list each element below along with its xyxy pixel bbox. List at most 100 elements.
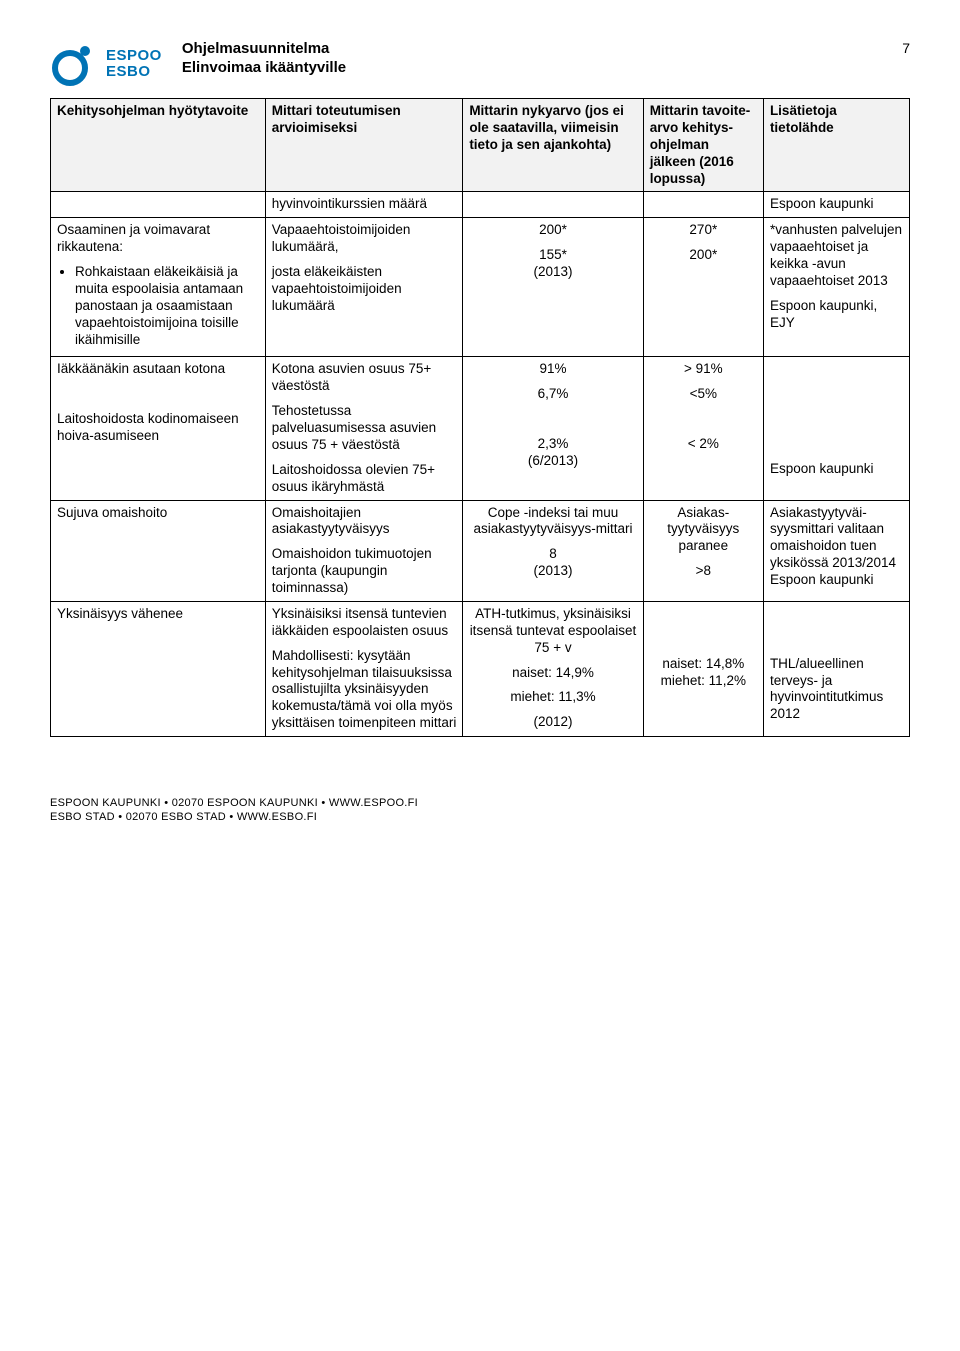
cell-text	[469, 411, 636, 428]
page-number: 7	[880, 40, 910, 56]
cell-text: 200*	[469, 222, 636, 239]
cell-text: 200*	[650, 247, 757, 264]
table-cell	[51, 192, 266, 218]
column-header: Kehitysohjelman hyötytavoite	[51, 99, 266, 192]
column-header: Mittarin tavoite-arvo kehitys-ohjelman j…	[643, 99, 763, 192]
cell-text: Yksinäisiksi itsensä tuntevien iäkkäiden…	[272, 606, 457, 640]
table-cell: Osaaminen ja voimavarat rikkautena: Rohka…	[51, 218, 266, 357]
cell-text	[650, 606, 757, 623]
cell-text: Iäkkäänäkin asutaan kotona	[57, 361, 259, 378]
page: ESPOO ESBO Ohjelmasuunnitelma Elinvoimaa…	[0, 0, 960, 845]
table-cell: THL/alueellinen terveys- ja hyvinvointit…	[763, 601, 909, 736]
cell-text: Vapaaehtoistoimijoiden lukumäärä,	[272, 222, 457, 256]
cell-text: josta eläkeikäisten vapaehtoistoimijoide…	[272, 264, 457, 315]
cell-text: 6,7%	[469, 386, 636, 403]
cell-text: 155* (2013)	[469, 247, 636, 281]
cell-text: <5%	[650, 386, 757, 403]
logo-text: ESPOO ESBO	[106, 48, 162, 80]
cell-text: > 91%	[650, 361, 757, 378]
cell-text: Tehostetussa palveluasumisessa asuvien o…	[272, 403, 457, 454]
table-cell: Iäkkäänäkin asutaan kotona Laitoshoidost…	[51, 357, 266, 500]
cell-text	[650, 631, 757, 648]
cell-text: ATH-tutkimus, yksinäisiksi itsensä tunte…	[469, 606, 636, 657]
cell-text: Laitoshoidosta kodinomaiseen hoiva-asumi…	[57, 411, 259, 445]
cell-text: Espoon kaupunki	[770, 196, 903, 213]
cell-text: Kotona asuvien osuus 75+ väestöstä	[272, 361, 457, 395]
logo-line1: ESPOO	[106, 48, 162, 64]
table-cell: Asiakas-tyytyväisyys paranee >8	[643, 500, 763, 601]
cell-text: Laitoshoidossa olevien 75+ osuus ikäryhm…	[272, 462, 457, 496]
cell-text: Espoon kaupunki, EJY	[770, 298, 903, 332]
page-header: ESPOO ESBO Ohjelmasuunnitelma Elinvoimaa…	[50, 40, 910, 88]
table-cell: 270* 200*	[643, 218, 763, 357]
table-row: Osaaminen ja voimavarat rikkautena: Rohka…	[51, 218, 910, 357]
cell-text: Sujuva omaishoito	[57, 505, 259, 522]
cell-text: Asiakastyytyväi-syysmittari valitaan oma…	[770, 505, 903, 589]
cell-text: *vanhusten palvelujen vapaaehtoiset ja k…	[770, 222, 903, 290]
table-cell	[463, 192, 643, 218]
cell-text: < 2%	[650, 436, 757, 453]
bullet-list: Rohkaistaan eläkeikäisiä ja muita espool…	[57, 264, 259, 348]
table-cell: Cope -indeksi tai muu asiakastyytyväisyy…	[463, 500, 643, 601]
doc-title: Ohjelmasuunnitelma Elinvoimaa ikääntyvil…	[182, 40, 880, 78]
cell-text	[650, 411, 757, 428]
table-cell: Yksinäisyys vähenee	[51, 601, 266, 736]
table-cell: > 91% <5% < 2%	[643, 357, 763, 500]
logo: ESPOO ESBO	[50, 40, 162, 88]
cell-text: (2012)	[469, 714, 636, 731]
cell-text	[770, 386, 903, 403]
cell-text: 270*	[650, 222, 757, 239]
cell-text: naiset: 14,8% miehet: 11,2%	[650, 656, 757, 690]
cell-text: Omaishoitajien asiakastyytyväisyys	[272, 505, 457, 539]
table-row: Yksinäisyys väheneeYksinäisiksi itsensä …	[51, 601, 910, 736]
table-cell: Kotona asuvien osuus 75+ väestöstä Tehost…	[265, 357, 463, 500]
cell-text: >8	[650, 563, 757, 580]
column-header: Lisätietoja tietolähde	[763, 99, 909, 192]
doc-title-line1: Ohjelmasuunnitelma	[182, 40, 880, 59]
table-cell: Sujuva omaishoito	[51, 500, 266, 601]
doc-title-line2: Elinvoimaa ikääntyville	[182, 59, 880, 78]
cell-text	[770, 436, 903, 453]
cell-text	[770, 411, 903, 428]
cell-text	[770, 631, 903, 648]
table-cell	[643, 192, 763, 218]
table-cell: Vapaaehtoistoimijoiden lukumäärä, josta e…	[265, 218, 463, 357]
table-cell: *vanhusten palvelujen vapaaehtoiset ja k…	[763, 218, 909, 357]
cell-text: Espoon kaupunki	[770, 461, 903, 478]
data-table: Kehitysohjelman hyötytavoiteMittari tote…	[50, 98, 910, 737]
cell-text	[57, 386, 259, 403]
cell-text: Asiakas-tyytyväisyys paranee	[650, 505, 757, 556]
column-header: Mittari toteutumisen arvioimiseksi	[265, 99, 463, 192]
table-cell: Yksinäisiksi itsensä tuntevien iäkkäiden…	[265, 601, 463, 736]
table-cell: hyvinvointikurssien määrä	[265, 192, 463, 218]
cell-text: Osaaminen ja voimavarat rikkautena:	[57, 222, 259, 256]
table-cell: Asiakastyytyväi-syysmittari valitaan oma…	[763, 500, 909, 601]
cell-text: 91%	[469, 361, 636, 378]
table-cell: naiset: 14,8% miehet: 11,2%	[643, 601, 763, 736]
column-header: Mittarin nykyarvo (jos ei ole saatavilla…	[463, 99, 643, 192]
table-cell: ATH-tutkimus, yksinäisiksi itsensä tunte…	[463, 601, 643, 736]
cell-text: 2,3% (6/2013)	[469, 436, 636, 470]
cell-text: 8 (2013)	[469, 546, 636, 580]
page-footer: ESPOON KAUPUNKI • 02070 ESPOON KAUPUNKI …	[50, 797, 910, 823]
table-cell: Espoon kaupunki	[763, 357, 909, 500]
table-cell: 200* 155* (2013)	[463, 218, 643, 357]
logo-line2: ESBO	[106, 64, 162, 80]
cell-text: Cope -indeksi tai muu asiakastyytyväisyy…	[469, 505, 636, 539]
cell-text: hyvinvointikurssien määrä	[272, 196, 457, 213]
footer-line1: ESPOON KAUPUNKI • 02070 ESPOON KAUPUNKI …	[50, 797, 910, 809]
cell-text: THL/alueellinen terveys- ja hyvinvointit…	[770, 656, 903, 724]
logo-icon	[50, 40, 98, 88]
table-cell: 91% 6,7% 2,3% (6/2013)	[463, 357, 643, 500]
cell-text: naiset: 14,9%	[469, 665, 636, 682]
table-row: Iäkkäänäkin asutaan kotona Laitoshoidost…	[51, 357, 910, 500]
cell-text: miehet: 11,3%	[469, 689, 636, 706]
cell-text	[770, 361, 903, 378]
cell-text: Mahdollisesti: kysytään kehitysohjelman …	[272, 648, 457, 732]
bullet-item: Rohkaistaan eläkeikäisiä ja muita espool…	[75, 264, 259, 348]
cell-text	[770, 606, 903, 623]
table-row: Sujuva omaishoito Omaishoitajien asiakast…	[51, 500, 910, 601]
footer-line2: ESBO STAD • 02070 ESBO STAD • WWW.ESBO.F…	[50, 811, 910, 823]
table-cell: Omaishoitajien asiakastyytyväisyysOmaish…	[265, 500, 463, 601]
table-header-row: Kehitysohjelman hyötytavoiteMittari tote…	[51, 99, 910, 192]
